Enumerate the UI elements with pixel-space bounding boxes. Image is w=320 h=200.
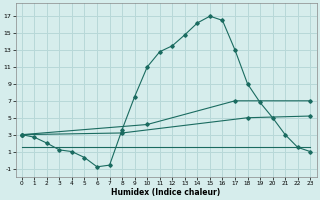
X-axis label: Humidex (Indice chaleur): Humidex (Indice chaleur) bbox=[111, 188, 221, 197]
